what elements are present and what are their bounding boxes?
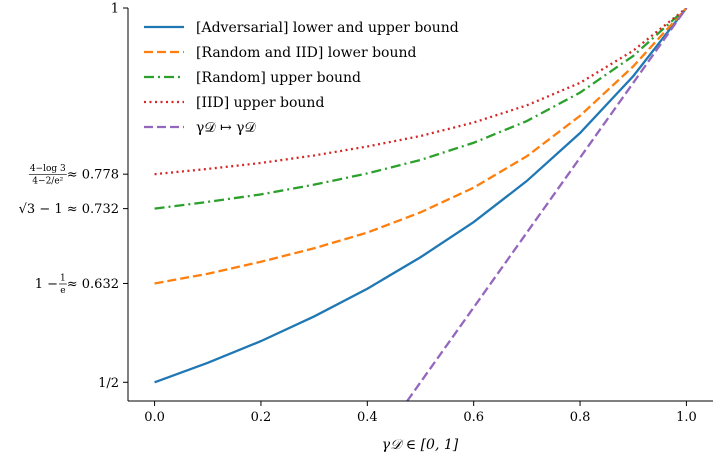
svg-text:4−log 3: 4−log 3 xyxy=(30,164,66,174)
x-axis-label: γ𝒟 ∈ [0, 1] xyxy=(382,437,459,453)
svg-text:1 −: 1 − xyxy=(35,277,58,292)
legend-label-0: [Adversarial] lower and upper bound xyxy=(196,20,459,36)
y-tick-label: √3 − 1 ≈ 0.732 xyxy=(19,202,119,217)
svg-text:≈ 0.632: ≈ 0.632 xyxy=(67,277,119,292)
legend-label-2: [Random] upper bound xyxy=(196,70,361,86)
svg-text:≈ 0.778: ≈ 0.778 xyxy=(67,168,119,183)
series-line-1 xyxy=(154,8,688,285)
x-tick-label: 1.0 xyxy=(676,410,697,425)
series-layer xyxy=(154,8,688,401)
y-tick-label: 1/2 xyxy=(98,376,119,391)
series-line-2 xyxy=(154,8,688,210)
x-tick-label: 0.8 xyxy=(570,410,591,425)
x-tick-label: 0.6 xyxy=(463,410,484,425)
svg-text:1: 1 xyxy=(60,273,66,283)
x-tick-label: 0.2 xyxy=(251,410,272,425)
svg-text:4−2/e²: 4−2/e² xyxy=(32,177,63,187)
svg-text:e: e xyxy=(60,286,65,296)
legend-label-4: γ𝒟 ↦ γ𝒟 xyxy=(196,120,257,136)
x-tick-label: 0.0 xyxy=(144,410,165,425)
series-line-0 xyxy=(154,8,688,384)
series-line-4 xyxy=(406,8,688,401)
series-line-3 xyxy=(154,8,688,176)
legend: [Adversarial] lower and upper bound [Rand… xyxy=(144,20,459,136)
legend-label-1: [Random and IID] lower bound xyxy=(196,45,417,61)
x-tick-label: 0.4 xyxy=(357,410,378,425)
legend-label-3: [IID] upper bound xyxy=(196,95,324,111)
y-tick-label: 1 xyxy=(111,2,119,17)
